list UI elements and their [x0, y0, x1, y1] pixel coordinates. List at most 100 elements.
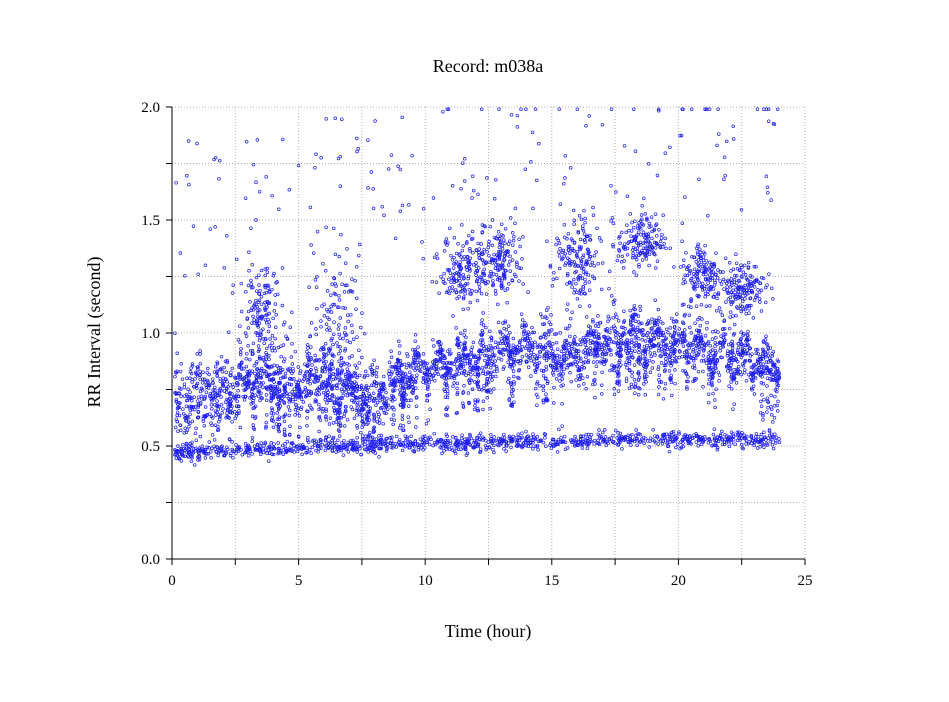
data-point: [338, 360, 341, 363]
data-point: [536, 404, 539, 407]
data-point: [719, 349, 722, 352]
data-point: [267, 460, 270, 463]
data-point: [707, 373, 710, 376]
data-point: [552, 402, 555, 405]
data-point: [668, 450, 671, 453]
data-point: [477, 267, 480, 270]
data-point: [674, 382, 677, 385]
data-point: [504, 242, 507, 245]
data-point: [589, 347, 592, 350]
data-point: [503, 327, 506, 330]
data-point: [597, 325, 600, 328]
data-point: [586, 447, 589, 450]
data-point: [478, 248, 481, 251]
data-point: [201, 382, 204, 385]
data-point: [320, 447, 323, 450]
data-point: [240, 310, 243, 313]
data-point: [325, 323, 328, 326]
data-point: [390, 350, 393, 353]
data-point: [315, 286, 318, 289]
data-point: [668, 370, 671, 373]
data-point: [359, 431, 362, 434]
data-point: [346, 368, 349, 371]
data-point: [349, 313, 352, 316]
data-point: [359, 326, 362, 329]
data-point: [728, 385, 731, 388]
data-point: [453, 256, 456, 259]
data-point: [401, 418, 404, 421]
data-point: [521, 258, 524, 261]
data-point: [260, 442, 263, 445]
data-point: [244, 290, 247, 293]
data-point: [279, 377, 282, 380]
data-point: [555, 378, 558, 381]
data-point: [433, 432, 436, 435]
data-point: [265, 421, 268, 424]
data-point: [771, 355, 774, 358]
data-point: [259, 399, 262, 402]
data-point: [445, 238, 448, 241]
data-point: [461, 402, 464, 405]
data-point: [344, 327, 347, 330]
data-point: [433, 379, 436, 382]
data-point: [341, 283, 344, 286]
data-point: [221, 411, 224, 414]
data-point: [766, 385, 769, 388]
data-point: [375, 385, 378, 388]
data-point: [251, 349, 254, 352]
data-point: [766, 397, 769, 400]
data-point: [471, 289, 474, 292]
data-point: [281, 304, 284, 307]
data-point: [382, 422, 385, 425]
data-point: [433, 256, 436, 259]
data-point: [332, 333, 335, 336]
data-point: [422, 381, 425, 384]
data-point: [477, 242, 480, 245]
data-point: [593, 443, 596, 446]
data-point: [272, 317, 275, 320]
data-point: [294, 350, 297, 353]
data-point: [342, 337, 345, 340]
data-point: [482, 408, 485, 411]
data-point: [556, 348, 559, 351]
data-point: [699, 324, 702, 327]
data-point: [332, 406, 335, 409]
data-point: [265, 414, 268, 417]
data-point: [249, 300, 252, 303]
data-point: [386, 397, 389, 400]
data-point: [174, 375, 177, 378]
data-point: [472, 341, 475, 344]
data-point: [323, 314, 326, 317]
data-point: [533, 353, 536, 356]
data-point: [441, 452, 444, 455]
data-point: [442, 278, 445, 281]
data-point: [346, 314, 349, 317]
data-point: [460, 224, 463, 227]
data-point: [306, 447, 309, 450]
data-point: [239, 426, 242, 429]
data-point: [474, 373, 477, 376]
data-point: [643, 345, 646, 348]
data-point: [280, 355, 283, 358]
data-point: [397, 340, 400, 343]
data-point: [502, 433, 505, 436]
data-point: [623, 310, 626, 313]
data-point: [273, 443, 276, 446]
data-point: [339, 272, 342, 275]
data-point: [670, 374, 673, 377]
data-point: [720, 430, 723, 433]
data-point: [225, 371, 228, 374]
data-point: [206, 371, 209, 374]
data-point: [260, 295, 263, 298]
data-point: [179, 370, 182, 373]
data-point: [647, 336, 650, 339]
data-point: [626, 366, 629, 369]
data-point: [609, 331, 612, 334]
data-point: [407, 405, 410, 408]
data-point: [398, 352, 401, 355]
data-point: [371, 363, 374, 366]
data-point: [191, 420, 194, 423]
data-point: [432, 345, 435, 348]
data-point: [254, 394, 257, 397]
data-point: [446, 362, 449, 365]
